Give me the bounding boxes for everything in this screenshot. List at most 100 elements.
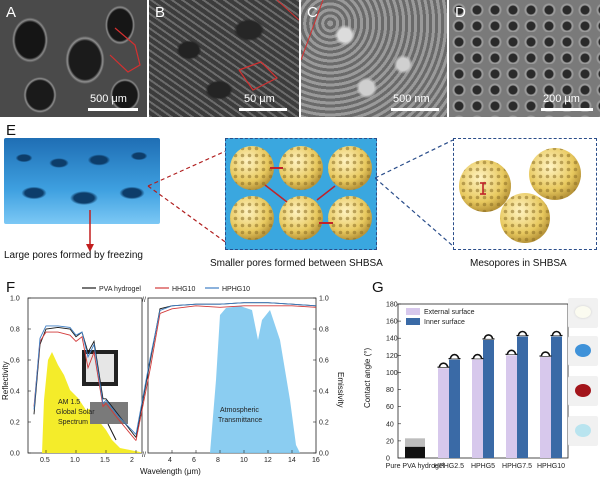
y-tick-label-g: 100 (386, 370, 398, 377)
scale-label-c: 500 nm (393, 93, 430, 105)
scale-label-d: 200 μm (543, 93, 580, 105)
y-tick-label-right: 0.2 (319, 420, 329, 427)
caption-smaller-pores: Smaller pores formed between SHBSA (210, 258, 383, 269)
series-line-2-right (135, 302, 317, 435)
droplet-marker (517, 330, 528, 336)
droplet-photo-red (568, 376, 598, 406)
x-tick-label-right: 6 (192, 457, 196, 464)
y-tick-label-g: 120 (386, 353, 398, 360)
solar-annotation-2: Global Solar (56, 409, 95, 416)
zoom-region-lines (238, 0, 299, 91)
solar-annotation-1: AM 1.5 (58, 399, 80, 406)
legend-label-external: External surface (424, 309, 475, 316)
y-tick-label-right: 0.8 (319, 327, 329, 334)
y-tick-label-g: 60 (386, 404, 394, 411)
panel-c: C 500 nm (301, 0, 447, 117)
panel-letter-g: G (372, 279, 384, 296)
bar-inner (483, 339, 494, 458)
droplet-marker (483, 334, 494, 340)
y-axis-label-g: Contact angle (°) (363, 348, 372, 408)
zoom-lines-blue (375, 139, 454, 247)
y-tick-label-g: 80 (386, 387, 394, 394)
panel-letter-c: C (307, 4, 318, 21)
y-tick-label-left: 0.0 (10, 451, 20, 458)
bar-external (472, 359, 483, 458)
x-tick-label-left: 2 (130, 457, 134, 464)
series-line-1-left (33, 331, 137, 441)
legend-label-inner: Inner surface (424, 319, 465, 326)
bar-inner (449, 359, 460, 458)
series-line-1-right (135, 305, 317, 441)
x-tick-label-g: HPHG7.5 (502, 463, 532, 470)
bar-pure-pva-inner (405, 446, 425, 458)
droplet-marker (506, 349, 517, 355)
y-tick-label-g: 20 (386, 438, 394, 445)
y-tick-label-g: 140 (386, 336, 398, 343)
panel-letter-e: E (6, 122, 17, 139)
y-tick-label-g: 40 (386, 421, 394, 428)
frozen-pores-render (4, 138, 160, 224)
x-tick-label-g: HPHG10 (537, 463, 565, 470)
y-tick-label-left: 0.8 (10, 327, 20, 334)
x-axis-label: Wavelength (μm) (140, 467, 201, 476)
panel-a: A 500 μm (0, 0, 147, 117)
x-tick-label-right: 16 (312, 457, 320, 464)
contact-angle-chart: Contact angle (°) External surface Inner… (363, 302, 569, 470)
x-tick-label-right: 10 (240, 457, 248, 464)
bar-external (506, 355, 517, 458)
legend-g: External surface Inner surface (406, 308, 475, 326)
x-tick-label-g: Pure PVA hydrogel (386, 463, 445, 470)
shbsa-spheres (230, 146, 372, 240)
x-tick-label-right: 14 (288, 457, 296, 464)
y-tick-label-right: 0.0 (319, 451, 329, 458)
droplet-marker (449, 353, 460, 359)
scale-label-a: 500 μm (90, 93, 127, 105)
axis-break-top: // (142, 297, 146, 304)
droplet-photo-white (568, 298, 598, 328)
droplet-marker (438, 362, 449, 368)
legend-swatch-external (406, 308, 420, 315)
x-tick-label-left: 1.5 (100, 457, 110, 464)
x-tick-label-left: 1.0 (70, 457, 80, 464)
panel-b: B 50 μm (149, 0, 299, 117)
y-tick-label-left: 1.0 (10, 296, 20, 303)
x-tick-label-left: 0.5 (40, 457, 50, 464)
series-line-2-left (33, 325, 137, 435)
legend-label-hhg: HHG10 (172, 286, 195, 293)
x-tick-label-right: 8 (216, 457, 220, 464)
droplet-photo-blue (568, 336, 598, 366)
y-tick-label-left: 0.6 (10, 358, 20, 365)
atmos-annotation-1: Atmospheric (220, 407, 259, 414)
atmos-annotation-2: Transmittance (218, 417, 262, 424)
panel-letter-d: D (455, 4, 466, 21)
y-tick-label-right: 0.4 (319, 389, 329, 396)
mesopore-spheres (459, 148, 581, 243)
y-tick-label-g: 180 (386, 302, 398, 309)
y-axis-label-left: Reflectivity (1, 361, 10, 400)
solar-annotation-3: Spectrum (58, 419, 88, 426)
x-tick-label-right: 12 (264, 457, 272, 464)
y-tick-label-right: 1.0 (319, 296, 329, 303)
droplet-marker (472, 353, 483, 359)
sem-inset (90, 402, 128, 424)
y-axis-label-right: Emissivity (336, 372, 345, 408)
y-tick-label-left: 0.4 (10, 389, 20, 396)
zoom-region-lines (109, 27, 141, 73)
scale-label-b: 50 μm (244, 93, 275, 105)
panel-letter-a: A (6, 4, 17, 21)
panel-letter-f: F (6, 279, 16, 296)
scale-bar-b (239, 108, 287, 111)
x-tick-label-g: HPHG2.5 (434, 463, 464, 470)
y-tick-label-left: 0.2 (10, 420, 20, 427)
y-tick-label-right: 0.6 (319, 358, 329, 365)
droplet-photo-cyan (568, 416, 598, 446)
legend-label-hphg: HPHG10 (222, 286, 250, 293)
bar-inner (517, 336, 528, 458)
bar-external (540, 357, 551, 458)
legend-swatch-inner (406, 318, 420, 325)
zoom-region-lines (301, 0, 324, 61)
spectral-chart: PVA hydrogel HHG10 HPHG10 AM 1.5 Global … (1, 286, 345, 476)
scale-bar-d (541, 108, 593, 111)
bar-external (438, 368, 449, 458)
scale-bar-c (391, 108, 439, 111)
